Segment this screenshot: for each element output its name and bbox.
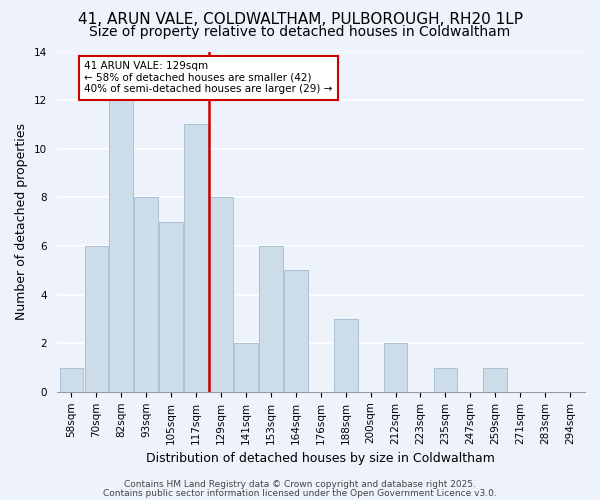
Bar (484, 368, 507, 392)
Bar (134, 198, 158, 392)
Bar (384, 343, 407, 392)
Text: 41, ARUN VALE, COLDWALTHAM, PULBOROUGH, RH20 1LP: 41, ARUN VALE, COLDWALTHAM, PULBOROUGH, … (77, 12, 523, 28)
Text: Contains public sector information licensed under the Open Government Licence v3: Contains public sector information licen… (103, 489, 497, 498)
Bar (334, 319, 358, 392)
Y-axis label: Number of detached properties: Number of detached properties (15, 123, 28, 320)
Bar (284, 270, 308, 392)
Bar (234, 343, 258, 392)
Text: Contains HM Land Registry data © Crown copyright and database right 2025.: Contains HM Land Registry data © Crown c… (124, 480, 476, 489)
Bar (109, 100, 133, 392)
Bar (85, 246, 108, 392)
Text: 41 ARUN VALE: 129sqm
← 58% of detached houses are smaller (42)
40% of semi-detac: 41 ARUN VALE: 129sqm ← 58% of detached h… (84, 61, 332, 94)
Bar (259, 246, 283, 392)
Bar (434, 368, 457, 392)
Bar (184, 124, 208, 392)
X-axis label: Distribution of detached houses by size in Coldwaltham: Distribution of detached houses by size … (146, 452, 495, 465)
Bar (209, 198, 233, 392)
Bar (160, 222, 183, 392)
Bar (59, 368, 83, 392)
Text: Size of property relative to detached houses in Coldwaltham: Size of property relative to detached ho… (89, 25, 511, 39)
